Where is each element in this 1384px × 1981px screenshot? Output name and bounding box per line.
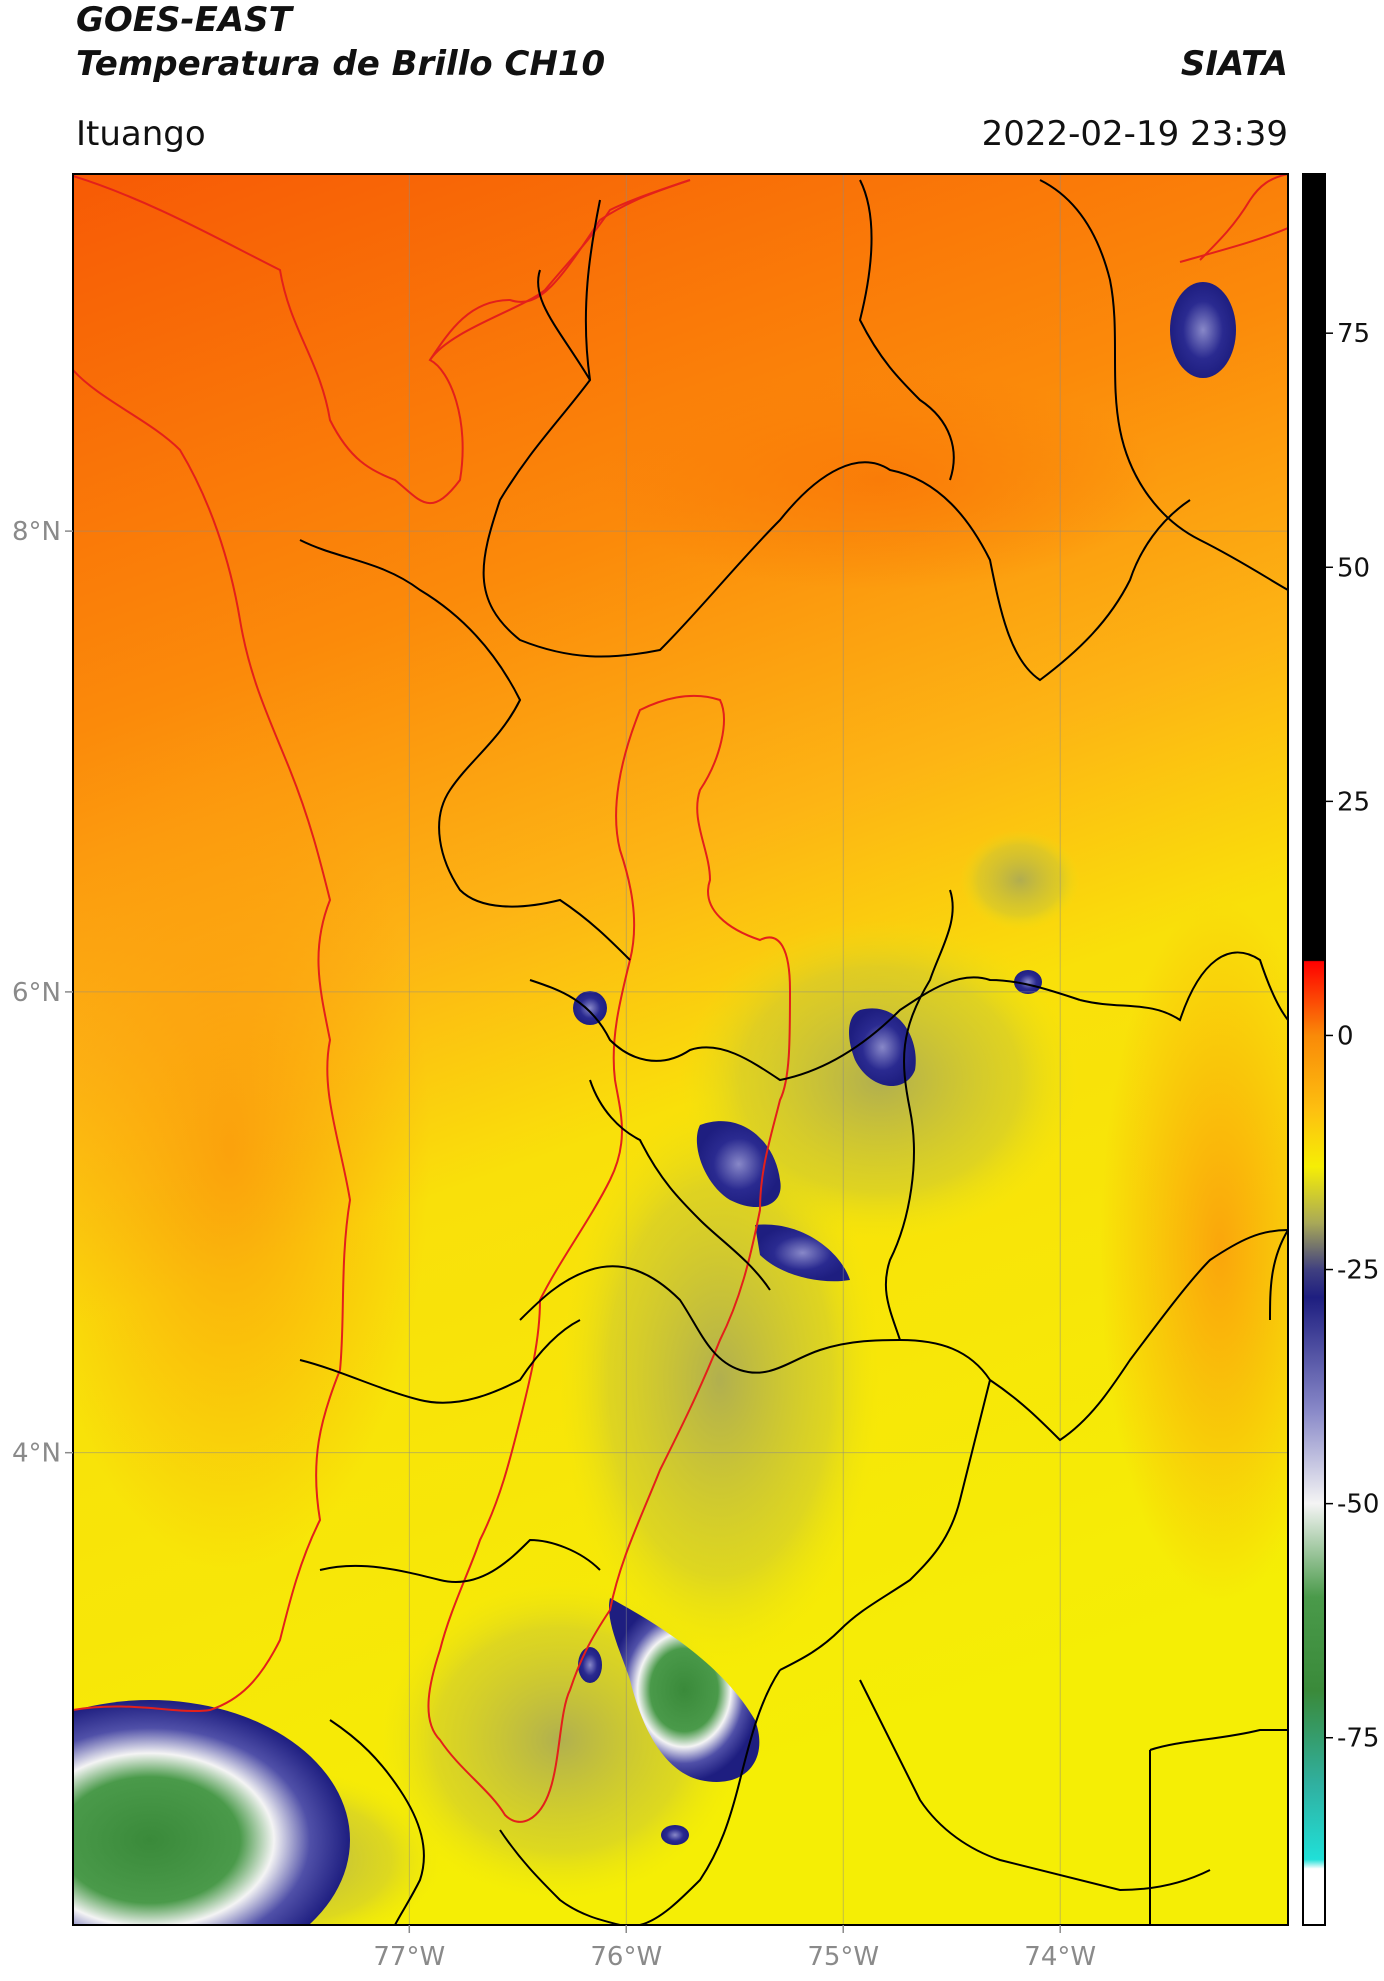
region-label: Ituango <box>76 114 206 154</box>
department-border-11 <box>299 1319 581 1404</box>
warm-ocean-area <box>73 730 430 1570</box>
colorbar-tick-label: -25 <box>1337 1256 1379 1286</box>
colorbar: 75 50 25 0 -25 -50 -75 <box>1302 173 1379 1926</box>
department-border-4 <box>1039 179 1288 591</box>
northeast-coastline <box>1199 174 1288 261</box>
colorbar-scale <box>1302 173 1326 1926</box>
department-border-8 <box>1079 951 1288 1022</box>
colorbar-tick-label: -50 <box>1337 1490 1379 1520</box>
cold-core-7 <box>578 1647 602 1683</box>
lat-tick-label: 6°N <box>12 978 61 1008</box>
colorbar-tick-label: -75 <box>1337 1724 1379 1754</box>
department-border-17 <box>499 1829 621 1925</box>
department-border-3 <box>858 179 955 481</box>
cold-core-3 <box>848 1008 916 1087</box>
product-title: Temperatura de Brillo CH10 <box>76 44 606 84</box>
department-border-14 <box>319 1538 601 1583</box>
longitude-axis: 77°W 76°W 75°W 74°W <box>373 1925 1096 1972</box>
department-border-9 <box>589 1079 771 1291</box>
department-border-1 <box>482 199 1191 682</box>
panama-border <box>429 179 691 361</box>
department-border-15 <box>639 1669 781 1925</box>
department-border-10 <box>519 1265 991 1381</box>
department-border-2 <box>537 269 591 381</box>
department-border-18 <box>859 1679 1211 1892</box>
cold-core-4 <box>1170 282 1236 378</box>
department-border-12 <box>989 1229 1288 1442</box>
cold-core-5 <box>573 991 607 1025</box>
department-border-7 <box>884 889 954 1341</box>
colorbar-ticks: 75 50 25 0 -25 -50 -75 <box>1325 319 1379 1754</box>
lat-tick-label: 4°N <box>12 1439 61 1469</box>
warm-east-area <box>1100 900 1288 1600</box>
lon-tick-label: 77°W <box>373 1942 445 1972</box>
coldest-core-southwest <box>73 1700 350 1925</box>
department-border-13 <box>779 1379 991 1671</box>
cold-core-2 <box>755 1224 850 1282</box>
latitude-axis: 8°N 6°N 4°N <box>12 517 73 1469</box>
lon-tick-label: 75°W <box>807 1942 879 1972</box>
department-border-5 <box>299 539 631 961</box>
brand-label: SIATA <box>1180 44 1288 84</box>
cold-core-1 <box>696 1121 781 1208</box>
department-border-19 <box>1149 1728 1288 1751</box>
map-image <box>73 174 1288 1925</box>
department-border-6 <box>529 976 1081 1082</box>
lon-tick-label: 76°W <box>590 1942 662 1972</box>
timestamp-label: 2022-02-19 23:39 <box>981 114 1288 154</box>
colorbar-tick-label: 25 <box>1337 787 1370 817</box>
north-coastline <box>73 175 691 504</box>
warm-area <box>600 370 1160 590</box>
map-frame <box>72 173 1289 1926</box>
pacific-coastline <box>73 369 352 1713</box>
cold-core-6 <box>1014 970 1042 994</box>
department-border-16 <box>329 1719 425 1925</box>
ituango-basin-outline <box>427 694 792 1823</box>
lat-tick-label: 8°N <box>12 517 61 547</box>
colorbar-tick-label: 50 <box>1337 553 1370 583</box>
coldest-core-south <box>609 1598 760 1782</box>
satellite-title: GOES-EAST <box>76 0 292 40</box>
department-border-21 <box>1269 1229 1288 1321</box>
northeast-coast-2 <box>1179 227 1288 263</box>
cold-core-8 <box>661 1825 689 1845</box>
cloud-area-northeast <box>960 830 1080 930</box>
lon-tick-label: 74°W <box>1024 1942 1096 1972</box>
colorbar-tick-label: 75 <box>1337 319 1370 349</box>
colorbar-tick-label: 0 <box>1337 1021 1354 1051</box>
